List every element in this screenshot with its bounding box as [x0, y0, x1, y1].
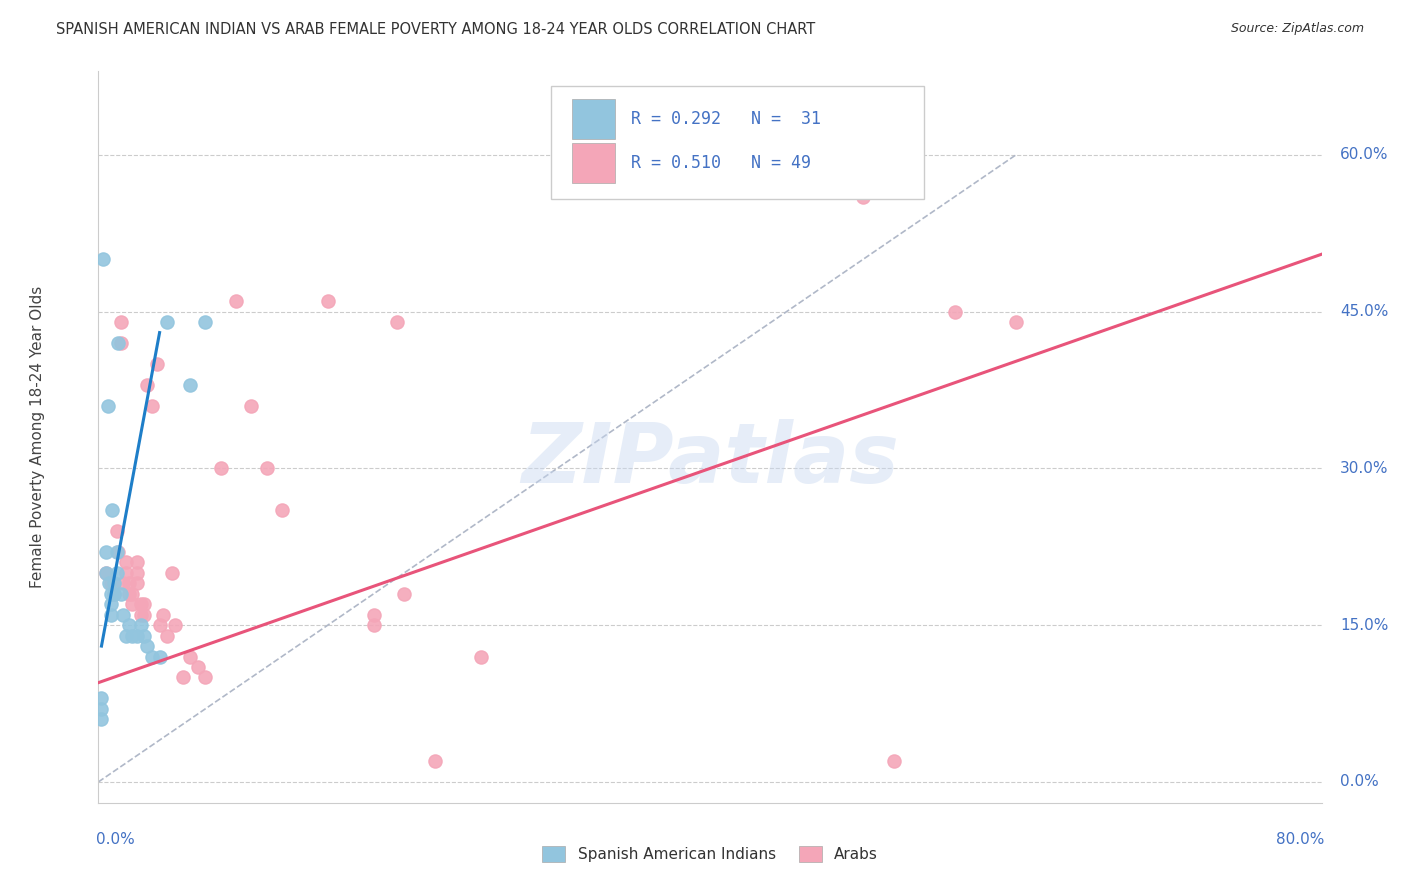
FancyBboxPatch shape	[551, 86, 924, 200]
Point	[194, 315, 217, 329]
Point	[129, 607, 152, 622]
Text: 15.0%: 15.0%	[1340, 617, 1388, 632]
Point	[385, 315, 408, 329]
Point	[152, 607, 174, 622]
Point	[316, 294, 339, 309]
Text: 0.0%: 0.0%	[1340, 774, 1379, 789]
Point	[883, 754, 905, 768]
Point	[423, 754, 446, 768]
Point	[125, 629, 148, 643]
Point	[1004, 315, 1026, 329]
Point	[110, 315, 132, 329]
Point	[943, 304, 966, 318]
Point	[100, 587, 122, 601]
Text: 80.0%: 80.0%	[1275, 832, 1324, 847]
Point	[118, 587, 141, 601]
Text: SPANISH AMERICAN INDIAN VS ARAB FEMALE POVERTY AMONG 18-24 YEAR OLDS CORRELATION: SPANISH AMERICAN INDIAN VS ARAB FEMALE P…	[56, 22, 815, 37]
Point	[134, 629, 156, 643]
Point	[134, 607, 156, 622]
Point	[91, 252, 114, 267]
Point	[118, 618, 141, 632]
Point	[105, 524, 128, 538]
Point	[363, 607, 385, 622]
Point	[94, 566, 117, 580]
Point	[392, 587, 416, 601]
Point	[100, 597, 122, 611]
Point	[125, 576, 148, 591]
Legend: Spanish American Indians, Arabs: Spanish American Indians, Arabs	[536, 840, 884, 868]
Point	[136, 377, 159, 392]
Point	[149, 618, 172, 632]
Point	[111, 576, 134, 591]
Point	[172, 670, 194, 684]
Point	[90, 691, 112, 706]
Point	[90, 712, 112, 726]
Point	[103, 587, 125, 601]
Point	[125, 556, 148, 570]
Point	[209, 461, 232, 475]
Point	[121, 597, 143, 611]
Point	[156, 629, 179, 643]
Text: R = 0.510   N = 49: R = 0.510 N = 49	[630, 153, 810, 172]
Point	[852, 190, 875, 204]
Point	[115, 556, 138, 570]
Point	[118, 576, 141, 591]
Point	[110, 587, 132, 601]
Point	[103, 587, 125, 601]
Point	[134, 597, 156, 611]
Point	[163, 618, 186, 632]
Text: 60.0%: 60.0%	[1340, 147, 1389, 162]
Point	[363, 618, 385, 632]
Point	[136, 639, 159, 653]
Point	[94, 545, 117, 559]
Text: ZIPatlas: ZIPatlas	[522, 418, 898, 500]
Text: Female Poverty Among 18-24 Year Olds: Female Poverty Among 18-24 Year Olds	[30, 286, 45, 588]
Point	[129, 597, 152, 611]
Point	[179, 377, 201, 392]
Point	[256, 461, 278, 475]
Point	[107, 545, 129, 559]
Text: 30.0%: 30.0%	[1340, 461, 1389, 476]
Point	[107, 336, 129, 351]
Point	[149, 649, 172, 664]
Point	[179, 649, 201, 664]
Point	[97, 399, 120, 413]
Point	[115, 566, 138, 580]
Point	[105, 545, 128, 559]
Point	[110, 336, 132, 351]
Point	[94, 566, 117, 580]
Point	[111, 607, 134, 622]
Point	[470, 649, 492, 664]
Text: R = 0.292   N =  31: R = 0.292 N = 31	[630, 110, 821, 128]
Point	[145, 357, 167, 371]
Point	[141, 399, 163, 413]
Point	[98, 576, 121, 591]
Text: Source: ZipAtlas.com: Source: ZipAtlas.com	[1230, 22, 1364, 36]
Point	[121, 629, 143, 643]
Point	[187, 660, 209, 674]
Text: 0.0%: 0.0%	[96, 832, 135, 847]
Point	[100, 607, 122, 622]
Point	[141, 649, 163, 664]
Point	[225, 294, 247, 309]
Point	[101, 503, 124, 517]
Point	[115, 629, 138, 643]
Point	[194, 670, 217, 684]
Point	[121, 587, 143, 601]
Text: 45.0%: 45.0%	[1340, 304, 1388, 319]
FancyBboxPatch shape	[572, 99, 614, 139]
FancyBboxPatch shape	[572, 143, 614, 183]
Point	[100, 576, 122, 591]
Point	[125, 566, 148, 580]
Point	[156, 315, 179, 329]
Point	[90, 702, 112, 716]
Point	[160, 566, 183, 580]
Point	[103, 576, 125, 591]
Point	[240, 399, 263, 413]
Point	[270, 503, 292, 517]
Point	[105, 566, 128, 580]
Point	[129, 618, 152, 632]
